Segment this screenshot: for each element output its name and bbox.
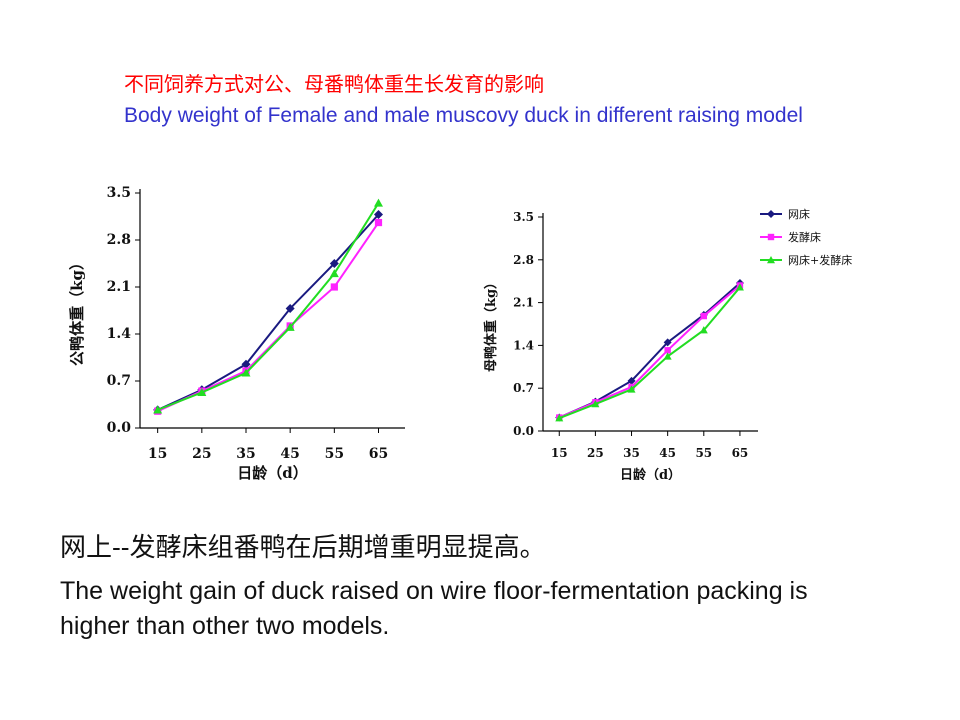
series-line-3 [157,202,380,411]
data-point-series-1 [285,303,295,313]
x-tick-label: 65 [369,446,388,462]
data-point-series-1 [241,359,251,369]
x-tick-label: 55 [695,446,712,460]
legend-label-3: 网床+发酵床 [788,253,852,267]
y-tick-label: 1.4 [513,338,534,352]
x-tick-label: 65 [732,446,749,460]
data-point-series-1 [663,338,672,347]
series-line-1 [157,213,380,411]
legend-marker-2 [767,233,775,241]
y-axis-label: 公鸭体重（kg） [68,255,86,366]
y-tick-label: 0.7 [107,373,131,389]
y-tick-label: 2.8 [513,253,534,267]
legend-label-1: 网床 [788,207,810,221]
legend-label-2: 发酵床 [788,230,821,244]
data-point-series-2 [374,218,383,227]
x-axis-label: 日龄（d） [620,467,681,480]
data-point-series-3 [735,283,744,291]
data-point-series-2 [664,347,671,354]
data-point-series-3 [555,414,564,422]
x-tick-label: 45 [280,446,299,462]
caption-en: The weight gain of duck raised on wire f… [60,577,808,640]
y-tick-label: 0.0 [107,420,132,436]
data-point-series-3 [591,400,600,408]
caption-cn: 网上--发酵床组番鸭在后期增重明显提高。 [60,533,546,563]
male-weight-chart: 0.0 0.7 1.4 2.1 2.8 3.5 15 25 35 45 55 65 日龄（d） 公鸭体重（… [68,185,405,480]
page-title-cn: 不同饲养方式对公、母番鸭体重生长发育的影响 [124,72,544,96]
x-tick-label: 55 [325,446,344,462]
x-tick-label: 25 [192,446,211,462]
data-point-series-1 [374,209,383,219]
y-tick-label: 3.5 [107,185,131,201]
x-tick-label: 15 [551,446,568,460]
series-line-1 [558,282,741,419]
data-point-series-3 [374,198,383,207]
data-point-series-3 [627,385,636,393]
data-point-series-2 [330,283,338,291]
legend-marker-1 [767,210,775,218]
y-tick-label: 0.7 [513,381,534,395]
legend-marker-3 [767,256,775,264]
x-tick-label: 45 [659,446,676,460]
series-line-2 [558,284,741,419]
x-tick-label: 25 [587,446,604,460]
page-title-en: Body weight of Female and male muscovy d… [124,104,803,127]
data-point-series-1 [627,376,636,385]
data-point-series-2 [700,312,707,320]
data-point-series-3 [699,326,708,334]
data-point-series-3 [153,405,163,414]
y-axis-label: 母鸭体重（kg） [483,276,499,372]
data-point-series-3 [285,322,295,331]
female-weight-chart: 0.0 0.7 1.4 2.1 2.8 3.5 15 25 35 45 55 65 日龄（d） 母鸭体重（… [483,207,852,480]
x-tick-label: 35 [236,446,255,462]
series-line-3 [558,286,741,420]
data-point-series-3 [197,387,207,397]
y-tick-label: 2.8 [107,232,131,248]
x-tick-label: 15 [148,446,167,462]
data-point-series-3 [663,352,672,360]
data-point-series-3 [241,368,251,377]
y-tick-label: 3.5 [513,210,534,224]
x-tick-label: 35 [623,446,640,460]
data-point-series-3 [329,269,339,278]
x-axis-label: 日龄（d） [237,464,308,480]
y-tick-label: 2.1 [513,296,534,310]
y-tick-label: 2.1 [107,279,131,295]
data-point-series-1 [329,259,339,268]
y-tick-label: 1.4 [107,326,132,342]
y-tick-label: 0.0 [513,424,534,438]
